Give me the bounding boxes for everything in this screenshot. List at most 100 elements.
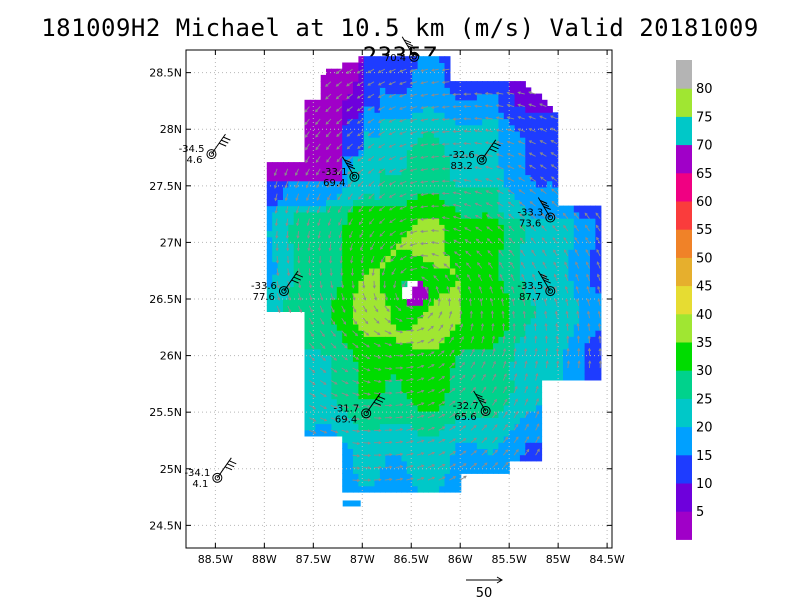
speed-cell: [293, 211, 300, 219]
speed-cell: [369, 99, 376, 107]
speed-cell: [423, 417, 429, 425]
speed-cell: [552, 305, 559, 312]
speed-cell: [482, 193, 489, 200]
speed-cell: [379, 62, 386, 70]
wind-arrowhead: [544, 322, 548, 327]
wind-arrowhead: [335, 96, 340, 100]
wind-arrowhead: [307, 260, 312, 264]
speed-cell: [584, 323, 591, 331]
speed-cell: [412, 106, 419, 113]
speed-cell: [288, 180, 295, 188]
speed-cell: [541, 373, 548, 381]
speed-cell: [374, 386, 381, 393]
wind-arrow: [528, 103, 536, 108]
speed-cell: [315, 311, 322, 319]
wind-arrow: [378, 168, 386, 173]
wind-arrow: [346, 106, 353, 112]
wind-arrowhead: [284, 172, 288, 177]
speed-cell: [304, 317, 311, 325]
speed-cell: [498, 236, 505, 244]
speed-cell: [412, 348, 419, 356]
speed-cell: [546, 174, 553, 182]
wind-arrowhead: [399, 106, 403, 110]
wind-arrow: [363, 392, 371, 395]
speed-cell: [315, 255, 322, 263]
speed-cell: [460, 336, 467, 344]
speed-cell: [509, 143, 516, 151]
wind-arrowhead: [447, 297, 451, 302]
speed-cell: [320, 429, 327, 437]
speed-cell: [363, 174, 370, 182]
wind-arrow: [416, 427, 424, 431]
speed-cell: [304, 411, 311, 418]
speed-cell: [396, 149, 403, 157]
speed-cell: [342, 199, 349, 207]
wind-arrowhead: [442, 439, 446, 442]
wind-arrowhead: [378, 145, 382, 148]
speed-cell: [353, 373, 359, 381]
speed-cell: [385, 137, 392, 144]
wind-arrowhead: [399, 330, 404, 334]
wind-arrow: [352, 454, 360, 457]
speed-cell: [519, 442, 526, 449]
speed-cell: [369, 386, 376, 393]
wind-arrow: [464, 142, 472, 145]
wind-arrow: [349, 230, 353, 238]
wind-arrowhead: [356, 478, 361, 483]
wind-arrow: [492, 336, 495, 344]
speed-cell: [466, 355, 473, 362]
speed-cell: [396, 342, 403, 350]
speed-cell: [315, 342, 322, 350]
speed-cell: [363, 398, 370, 406]
speed-cell: [336, 411, 343, 418]
speed-cell: [525, 118, 532, 126]
wind-arrowhead: [340, 272, 344, 277]
wind-arrowhead: [481, 335, 485, 339]
wind-arrowhead: [462, 387, 466, 391]
wind-arrowhead: [441, 130, 445, 134]
wind-arrowhead: [402, 284, 406, 288]
speed-cell: [320, 249, 327, 256]
speed-cell: [401, 454, 408, 462]
speed-cell: [358, 429, 365, 437]
speed-cell: [379, 99, 386, 107]
wind-arrowhead: [357, 183, 361, 187]
speed-cell: [396, 392, 403, 400]
speed-cell: [374, 124, 381, 132]
speed-cell: [487, 311, 494, 319]
speed-cell: [476, 187, 483, 194]
speed-cell: [412, 398, 419, 406]
speed-cell: [444, 386, 451, 393]
speed-cell: [353, 460, 359, 468]
wind-arrow: [454, 251, 461, 257]
speed-cell: [493, 211, 499, 219]
wind-arrowhead: [370, 259, 374, 264]
speed-cell: [369, 124, 376, 132]
wind-arrowhead: [502, 347, 507, 352]
speed-cell: [401, 479, 408, 487]
speed-cell: [266, 205, 273, 213]
speed-cell: [546, 137, 553, 144]
speed-cell: [304, 323, 311, 331]
speed-cell: [423, 168, 429, 176]
speed-cell: [385, 398, 392, 406]
wind-arrowhead: [483, 386, 487, 390]
speed-cell: [439, 155, 446, 163]
wind-arrowhead: [545, 360, 549, 364]
wind-arrowhead: [409, 168, 413, 172]
speed-cell: [401, 485, 408, 493]
speed-cell: [439, 299, 446, 306]
speed-cell: [385, 404, 392, 412]
speed-cell: [390, 112, 397, 120]
wind-arrowhead: [378, 355, 382, 359]
speed-cell: [487, 367, 494, 375]
wind-arrowhead: [328, 235, 332, 239]
wind-arrowhead: [476, 250, 480, 254]
wind-arrowhead: [295, 197, 299, 202]
speed-cell: [412, 274, 419, 281]
speed-cell: [557, 317, 564, 325]
speed-cell: [342, 454, 349, 462]
speed-cell: [444, 305, 451, 312]
speed-cell: [326, 74, 332, 82]
speed-cell: [449, 199, 456, 207]
